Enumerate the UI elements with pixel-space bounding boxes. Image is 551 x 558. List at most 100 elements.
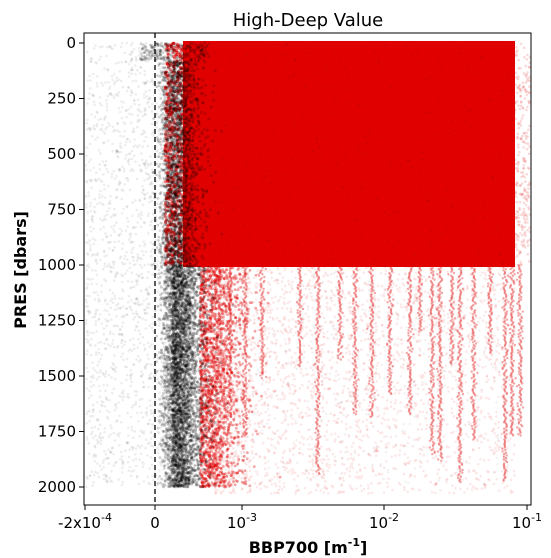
red-point [511, 163, 514, 166]
red-point [250, 340, 253, 344]
red-point [519, 42, 523, 46]
red-point [299, 285, 302, 288]
red-point [523, 232, 526, 235]
red-point [323, 387, 327, 390]
red-point [304, 287, 307, 291]
red-point [310, 266, 313, 270]
red-point [495, 477, 499, 481]
red-point [234, 452, 238, 456]
red-point [305, 326, 308, 329]
red-point [328, 358, 332, 362]
red-point [516, 220, 520, 223]
red-point [426, 291, 430, 295]
red-point [274, 357, 278, 361]
red-point [528, 226, 531, 230]
red-point [451, 387, 454, 391]
red-point [465, 350, 468, 354]
red-point [268, 316, 272, 319]
red-point [517, 252, 521, 256]
red-point [503, 486, 506, 490]
red-point [352, 321, 355, 324]
red-point [514, 167, 518, 170]
red-point [492, 376, 496, 379]
red-point [302, 344, 306, 348]
red-point [324, 372, 328, 376]
red-point [298, 306, 302, 309]
red-point [406, 287, 410, 291]
red-point [378, 473, 382, 476]
red-point [384, 460, 388, 463]
red-point [375, 389, 379, 392]
red-point [345, 377, 349, 381]
red-point [342, 389, 345, 392]
red-point [506, 88, 510, 91]
red-point [335, 421, 338, 425]
red-point [394, 398, 398, 402]
red-point [245, 473, 249, 477]
red-point [490, 264, 494, 268]
red-point [454, 486, 457, 490]
red-point [515, 46, 518, 49]
red-point [462, 344, 466, 348]
red-point [409, 473, 413, 477]
red-point [268, 288, 272, 291]
red-point [469, 324, 472, 327]
red-point [287, 325, 290, 329]
red-point [505, 484, 509, 488]
red-point [241, 357, 245, 360]
red-point [418, 333, 421, 337]
red-point [275, 316, 279, 320]
red-point [293, 471, 297, 475]
red-point [354, 361, 357, 364]
red-point [355, 410, 358, 413]
red-point [527, 187, 530, 190]
red-point [393, 343, 397, 346]
red-point [389, 405, 393, 409]
red-point [520, 137, 523, 140]
red-point [301, 284, 305, 288]
red-point [503, 99, 507, 102]
red-point [289, 469, 292, 472]
red-point [395, 322, 399, 326]
red-point [375, 325, 378, 328]
red-point [330, 433, 333, 436]
red-point [354, 419, 358, 423]
red-point [267, 281, 270, 284]
red-point [509, 75, 513, 78]
red-point [264, 364, 267, 368]
red-point [333, 463, 337, 467]
red-point [406, 339, 410, 343]
red-point [375, 312, 378, 316]
red-point [507, 439, 510, 443]
red-point [504, 262, 507, 266]
red-point [386, 287, 389, 291]
red-point [484, 274, 488, 277]
red-point [387, 306, 391, 309]
red-point [282, 452, 285, 455]
red-point [246, 435, 249, 439]
red-point [242, 338, 245, 341]
red-point [477, 405, 480, 409]
red-point [325, 296, 329, 299]
red-point [301, 472, 305, 475]
red-point [397, 273, 401, 276]
red-point [303, 472, 307, 475]
red-point [321, 343, 324, 347]
red-point [500, 469, 504, 473]
red-point [508, 234, 512, 238]
red-point [309, 389, 313, 393]
red-point [379, 272, 383, 275]
red-point [378, 376, 382, 379]
red-point [229, 455, 232, 459]
red-point [505, 162, 508, 165]
red-point [334, 432, 337, 435]
red-point [418, 436, 421, 440]
red-point [494, 368, 498, 371]
red-point [380, 472, 384, 476]
red-point [526, 71, 529, 74]
red-point [283, 328, 287, 332]
red-point [294, 276, 297, 280]
red-point [455, 288, 459, 292]
red-point [408, 459, 412, 463]
